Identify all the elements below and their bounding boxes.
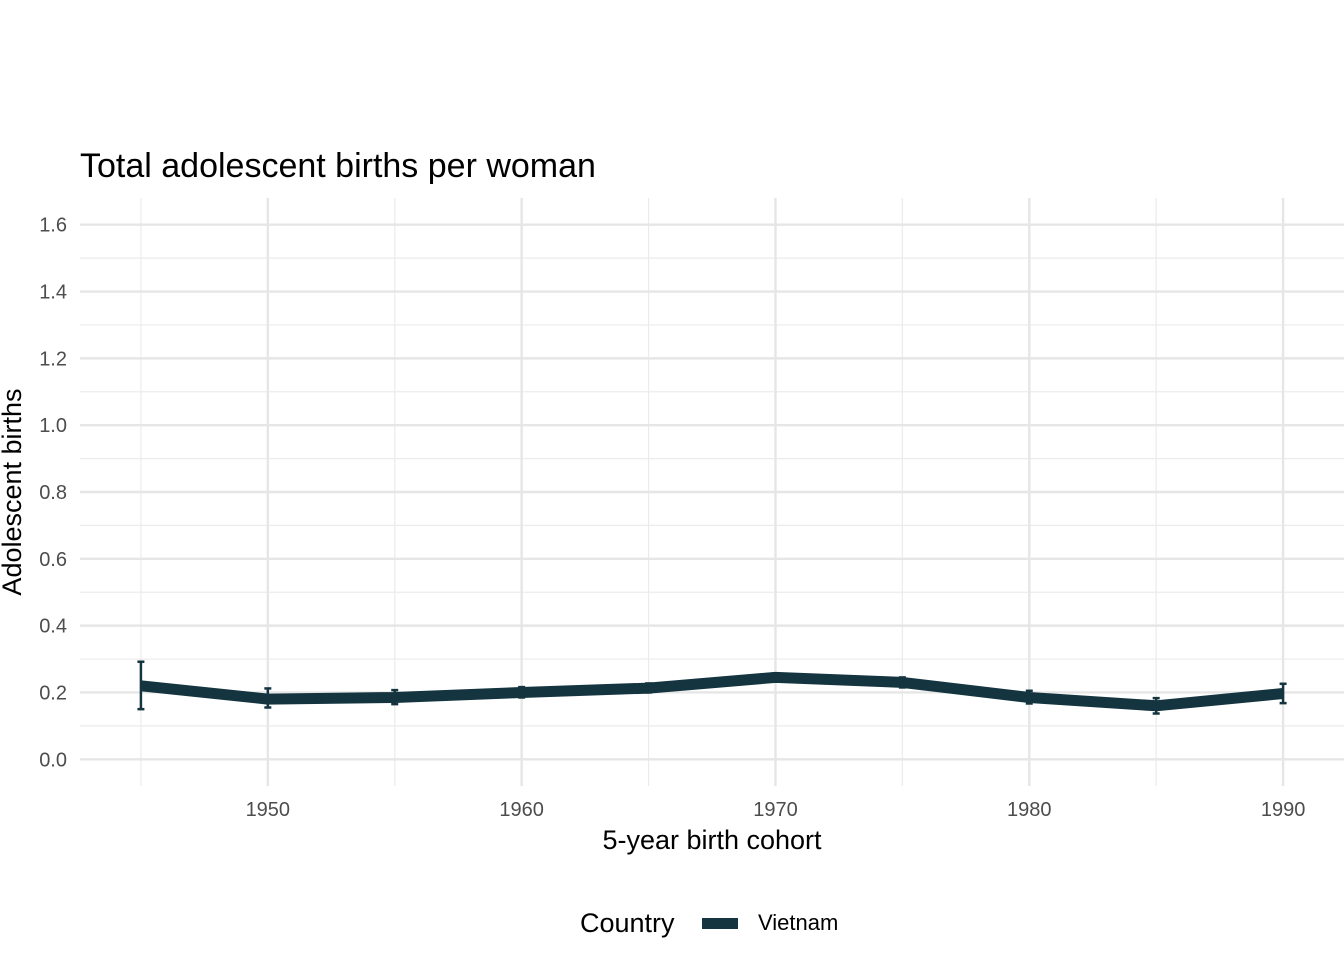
y-tick-label: 0.4 (39, 616, 67, 638)
minor-gridlines (80, 198, 1344, 786)
x-axis-ticks: 1950 1960 1970 1980 1990 (246, 799, 1306, 821)
chart-title: Total adolescent births per woman (80, 147, 596, 185)
legend: Country Vietnam (580, 908, 838, 938)
x-tick-label: 1980 (1007, 799, 1052, 821)
legend-title: Country (580, 908, 675, 938)
series-lines (140, 671, 1284, 712)
y-tick-label: 0.2 (39, 682, 67, 704)
x-tick-label: 1950 (246, 799, 291, 821)
y-tick-label: 1.4 (39, 282, 67, 304)
x-tick-label: 1960 (499, 799, 544, 821)
error-bar (137, 660, 145, 711)
x-axis-title: 5-year birth cohort (602, 825, 822, 855)
y-tick-label: 1.6 (39, 215, 67, 237)
y-axis-title: Adolescent births (0, 388, 27, 595)
y-tick-label: 0.0 (39, 749, 67, 771)
y-tick-label: 0.8 (39, 482, 67, 504)
y-tick-label: 1.2 (39, 348, 67, 370)
x-tick-label: 1990 (1261, 799, 1306, 821)
series-line-vietnam (140, 671, 1284, 712)
y-tick-label: 0.6 (39, 549, 67, 571)
x-tick-label: 1970 (753, 799, 798, 821)
legend-label-vietnam: Vietnam (758, 910, 838, 935)
y-tick-label: 1.0 (39, 415, 67, 437)
legend-key-vietnam (702, 918, 738, 929)
y-axis-ticks: 0.0 0.2 0.4 0.6 0.8 1.0 1.2 1.4 1.6 (39, 215, 67, 772)
